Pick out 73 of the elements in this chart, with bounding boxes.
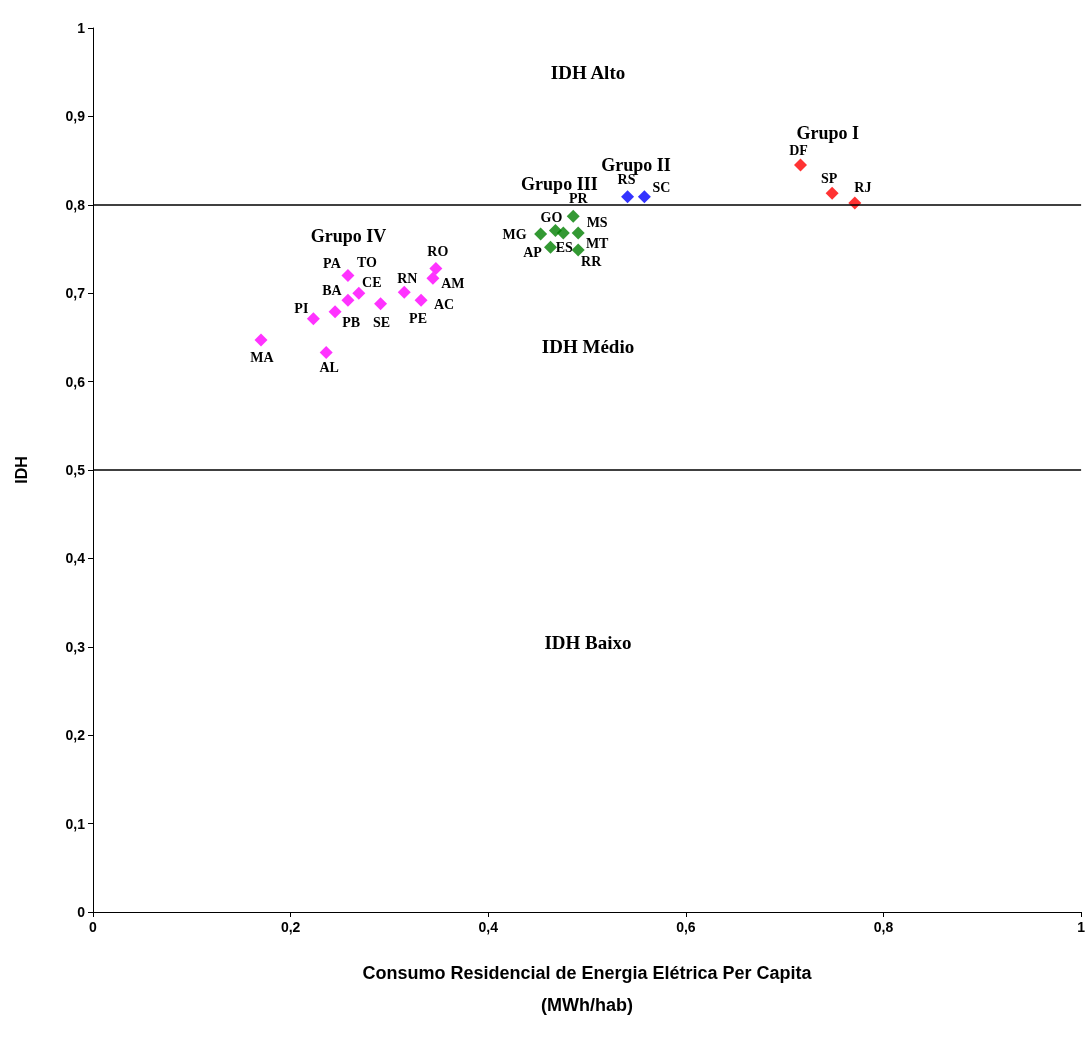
annotation: PR	[568, 190, 589, 206]
y-tick-label: 0,4	[65, 550, 86, 567]
point	[566, 209, 580, 223]
point	[319, 345, 333, 359]
point	[825, 186, 839, 200]
annotation: AL	[319, 359, 339, 375]
y-axis-title: IDH	[12, 456, 30, 484]
annotation: BA	[322, 282, 343, 298]
annotation: IDH Baixo	[544, 631, 632, 653]
y-tick-label: 0,9	[65, 108, 86, 125]
series-label: Grupo II	[601, 154, 671, 175]
x-tick-label: 0,4	[478, 919, 499, 935]
point	[341, 293, 355, 307]
point	[352, 286, 366, 300]
annotation: ES	[555, 239, 574, 255]
point	[374, 297, 388, 311]
annotation: AP	[523, 244, 543, 260]
point	[306, 312, 320, 326]
point	[341, 269, 355, 283]
annotation: IDH Alto	[550, 61, 626, 83]
annotation: MA	[250, 349, 275, 365]
annotation: GO	[540, 209, 563, 225]
annotation: SE	[372, 315, 391, 331]
annotation: TO	[356, 255, 378, 271]
point	[328, 305, 342, 319]
annotation: SC	[652, 180, 671, 196]
y-tick-label: 1	[77, 20, 86, 36]
point	[426, 271, 440, 285]
annotation: AC	[433, 296, 455, 312]
annotation: RN	[397, 270, 418, 286]
series-label: Grupo IV	[310, 226, 387, 247]
point	[534, 227, 548, 241]
series-label: Grupo I	[796, 123, 859, 144]
annotation: RO	[427, 243, 449, 259]
y-tick-label: 0,1	[65, 815, 86, 832]
annotation: RJ	[854, 179, 872, 195]
x-tick-label: 0,6	[676, 919, 696, 935]
point	[429, 261, 443, 275]
annotation: PE	[409, 310, 427, 326]
annotation: RR	[581, 254, 603, 270]
x-tick-label: 0	[89, 919, 98, 935]
annotation: AM	[441, 275, 465, 291]
point	[556, 226, 570, 240]
y-tick-label: 0,8	[65, 196, 86, 213]
annotation: MT	[585, 235, 610, 251]
point	[571, 226, 585, 240]
y-tick-label: 0,6	[65, 373, 86, 390]
point	[397, 285, 411, 299]
point	[543, 240, 557, 254]
annotation: MG	[502, 227, 527, 243]
x-tick-label: 1	[1077, 919, 1086, 935]
annotation: CE	[362, 274, 382, 290]
y-tick-label: 0	[77, 904, 86, 920]
annotation: SP	[820, 170, 838, 186]
point	[254, 333, 268, 347]
annotation: PI	[294, 301, 309, 317]
annotation: IDH Médio	[541, 335, 635, 357]
annotation: MS	[586, 214, 608, 230]
point	[621, 190, 635, 204]
x-tick-label: 0,2	[280, 919, 301, 935]
y-tick-label: 0,2	[65, 727, 86, 744]
x-axis-title: Consumo Residencial de Energia Elétrica Per Capita (MWh/hab)	[362, 963, 813, 1015]
point	[571, 243, 585, 257]
point	[793, 158, 807, 172]
annotation: DF	[789, 142, 808, 158]
x-tick-label: 0,8	[873, 919, 894, 935]
annotation: PA	[323, 256, 342, 272]
y-tick-label: 0,5	[65, 462, 86, 478]
y-tick-label: 0,7	[65, 285, 86, 302]
y-tick-label: 0,3	[65, 638, 86, 655]
point	[414, 293, 428, 307]
annotation: PB	[342, 315, 361, 331]
point	[637, 190, 651, 204]
